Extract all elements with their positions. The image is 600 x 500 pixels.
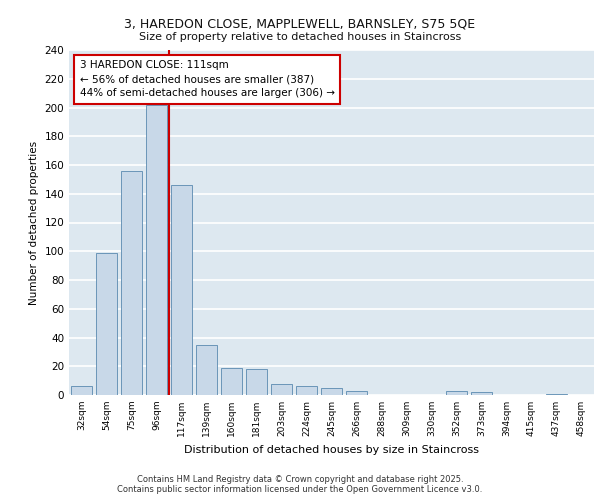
Bar <box>471 392 492 395</box>
X-axis label: Distribution of detached houses by size in Staincross: Distribution of detached houses by size … <box>184 444 479 454</box>
Text: Size of property relative to detached houses in Staincross: Size of property relative to detached ho… <box>139 32 461 42</box>
Text: 3 HAREDON CLOSE: 111sqm
← 56% of detached houses are smaller (387)
44% of semi-d: 3 HAREDON CLOSE: 111sqm ← 56% of detache… <box>79 60 335 98</box>
Y-axis label: Number of detached properties: Number of detached properties <box>29 140 39 304</box>
Bar <box>71 386 92 395</box>
Text: Contains HM Land Registry data © Crown copyright and database right 2025.
Contai: Contains HM Land Registry data © Crown c… <box>118 474 482 494</box>
Bar <box>296 386 317 395</box>
Bar <box>346 390 367 395</box>
Bar <box>271 384 292 395</box>
Bar <box>546 394 567 395</box>
Bar <box>96 252 117 395</box>
Bar <box>121 171 142 395</box>
Bar <box>146 104 167 395</box>
Bar <box>446 390 467 395</box>
Bar <box>221 368 242 395</box>
Bar <box>246 369 267 395</box>
Text: 3, HAREDON CLOSE, MAPPLEWELL, BARNSLEY, S75 5QE: 3, HAREDON CLOSE, MAPPLEWELL, BARNSLEY, … <box>124 18 476 30</box>
Bar <box>196 344 217 395</box>
Bar <box>321 388 342 395</box>
Bar <box>171 185 192 395</box>
